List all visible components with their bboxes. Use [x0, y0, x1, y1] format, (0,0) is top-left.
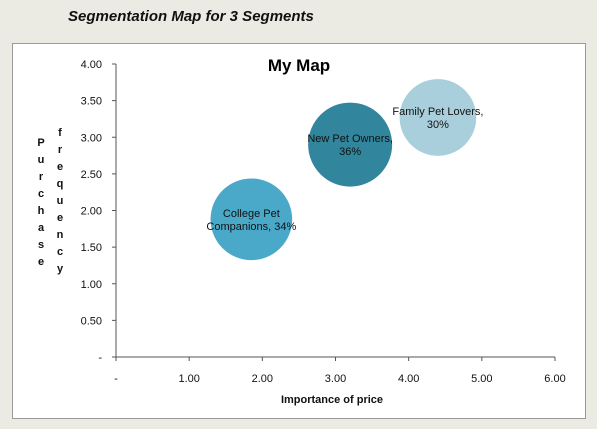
y-tick-label: 2.50: [81, 169, 102, 181]
y-axis-title-letter: P: [37, 137, 44, 149]
y-axis-title-letter: u: [38, 154, 45, 166]
y-tick-label: 1.00: [81, 279, 102, 291]
chart-title: My Map: [268, 56, 330, 75]
y-tick-label: 0.50: [81, 315, 102, 327]
y-axis-title-letter: c: [57, 246, 63, 258]
y-axis-title-letter: e: [38, 256, 44, 268]
bubble: [210, 178, 293, 261]
bubble-label: 36%: [339, 146, 361, 158]
x-tick-label: 6.00: [544, 373, 565, 385]
y-axis-title-letter: n: [57, 229, 64, 241]
bubble-chart: - 0.50 1.00 1.50 2.00 2.50 3.00 3.50 4.00 - 1.00 2.…: [37, 56, 565, 406]
chart-panel: - 0.50 1.00 1.50 2.00 2.50 3.00 3.50 4.00 - 1.00 2.…: [12, 43, 586, 419]
bubble: [399, 79, 477, 156]
y-tick-label: 3.50: [81, 96, 102, 108]
y-axis-title-letter: s: [38, 239, 44, 251]
x-tick-label: 3.00: [325, 373, 346, 385]
y-axis-title-letter: f: [58, 127, 62, 139]
y-tick-label: 2.00: [81, 206, 102, 218]
y-tick-label: 4.00: [81, 59, 102, 71]
bubble: [308, 102, 393, 187]
x-tick-label: -: [114, 373, 118, 385]
bubble-label: 30%: [427, 119, 449, 131]
x-tick-label: 4.00: [398, 373, 419, 385]
y-axis-title-letter: a: [38, 222, 45, 234]
page-heading: Segmentation Map for 3 Segments: [68, 8, 314, 25]
y-tick-label: -: [98, 352, 102, 364]
x-tick-label: 2.00: [252, 373, 273, 385]
x-axis-title: Importance of price: [281, 394, 383, 406]
x-tick-label: 5.00: [471, 373, 492, 385]
bubble-label: Companions, 34%: [206, 221, 296, 233]
y-axis-title-letter: h: [38, 205, 45, 217]
y-axis-title-letter: e: [57, 212, 63, 224]
y-axis-title-letter: e: [57, 161, 63, 173]
y-axis-title-letter: q: [57, 178, 64, 190]
y-tick-label: 3.00: [81, 132, 102, 144]
y-axis-title-letter: c: [38, 188, 44, 200]
bubble-label: Family Pet Lovers,: [392, 106, 483, 118]
y-axis-title-letter: r: [39, 171, 44, 183]
y-tick-label: 1.50: [81, 242, 102, 254]
y-axis-title-letter: u: [57, 195, 64, 207]
y-axis-title-letter: r: [58, 144, 63, 156]
bubble-label: College Pet: [223, 208, 280, 220]
y-axis-title-letter: y: [57, 263, 64, 275]
x-tick-label: 1.00: [178, 373, 199, 385]
bubble-label: New Pet Owners,: [307, 133, 393, 145]
